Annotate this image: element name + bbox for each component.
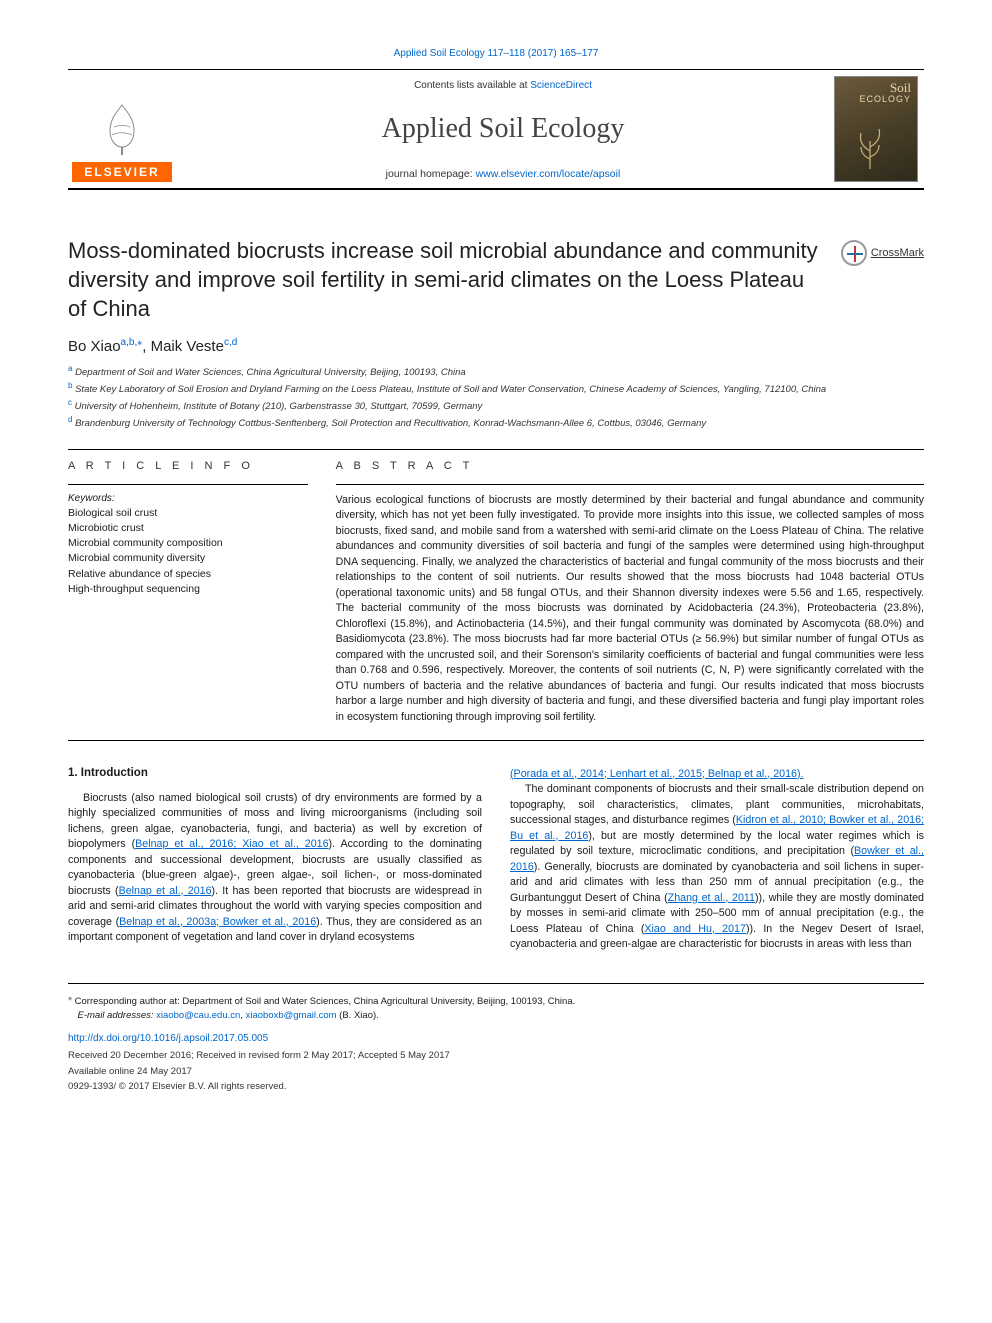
rule bbox=[68, 484, 308, 485]
abstract-heading: A B S T R A C T bbox=[336, 460, 924, 472]
abstract-text: Various ecological functions of biocrust… bbox=[336, 493, 924, 726]
affiliation-row: d Brandenburg University of Technology C… bbox=[68, 414, 924, 431]
affiliations: a Department of Soil and Water Sciences,… bbox=[68, 363, 924, 431]
body-col-right: (Porada et al., 2014; Lenhart et al., 20… bbox=[510, 767, 924, 953]
contents-prefix: Contents lists available at bbox=[414, 80, 530, 91]
body-col-left: 1. Introduction Biocrusts (also named bi… bbox=[68, 767, 482, 953]
keyword-item: High-throughput sequencing bbox=[68, 582, 308, 597]
corresponding-author-note: ⁎ Corresponding author at: Department of… bbox=[68, 992, 924, 1009]
author-sep: , bbox=[142, 338, 150, 355]
citation-link[interactable]: Applied Soil Ecology 117–118 (2017) 165–… bbox=[394, 48, 599, 59]
cover-word-ecology: ECOLOGY bbox=[859, 95, 911, 105]
citation-link[interactable]: Belnap et al., 2016; Xiao et al., 2016 bbox=[135, 838, 328, 850]
crossmark-label: CrossMark bbox=[871, 247, 924, 259]
masthead-center: Contents lists available at ScienceDirec… bbox=[178, 70, 828, 188]
abstract-col: A B S T R A C T Various ecological funct… bbox=[336, 460, 924, 726]
email-link[interactable]: xiaoboxb@gmail.com bbox=[246, 1010, 337, 1021]
contents-list-line: Contents lists available at ScienceDirec… bbox=[186, 80, 820, 91]
affiliation-row: b State Key Laboratory of Soil Erosion a… bbox=[68, 380, 924, 397]
author-2-name: Maik Veste bbox=[151, 338, 224, 355]
journal-cover-block: Soil ECOLOGY bbox=[828, 70, 924, 188]
doi-link[interactable]: http://dx.doi.org/10.1016/j.apsoil.2017.… bbox=[68, 1033, 268, 1044]
keyword-item: Biological soil crust bbox=[68, 506, 308, 521]
copyright-line: 0929-1393/ © 2017 Elsevier B.V. All righ… bbox=[68, 1080, 924, 1094]
citation-link[interactable]: Belnap et al., 2003a; Bowker et al., 201… bbox=[119, 916, 316, 928]
article-history: Received 20 December 2016; Received in r… bbox=[68, 1049, 924, 1063]
email-label: E-mail addresses: bbox=[78, 1010, 157, 1021]
body-paragraph: (Porada et al., 2014; Lenhart et al., 20… bbox=[510, 767, 924, 783]
article-title-block: Moss-dominated biocrusts increase soil m… bbox=[68, 236, 823, 323]
author-list: Bo Xiaoa,b,⁎, Maik Vestec,d bbox=[68, 337, 924, 355]
email-tail: (B. Xiao). bbox=[337, 1010, 379, 1021]
citation-link[interactable]: Xiao and Hu, 2017 bbox=[644, 923, 746, 935]
article-info-col: A R T I C L E I N F O Keywords: Biologic… bbox=[68, 460, 308, 726]
affiliation-row: c University of Hohenheim, Institute of … bbox=[68, 397, 924, 414]
keywords-label: Keywords: bbox=[68, 493, 308, 504]
author-2-affil-sup[interactable]: c,d bbox=[224, 337, 237, 348]
sciencedirect-link[interactable]: ScienceDirect bbox=[530, 80, 592, 91]
homepage-prefix: journal homepage: bbox=[386, 168, 476, 180]
keyword-item: Microbial community diversity bbox=[68, 551, 308, 566]
keyword-item: Relative abundance of species bbox=[68, 567, 308, 582]
crossmark-badge[interactable]: CrossMark bbox=[841, 240, 924, 266]
rule bbox=[68, 740, 924, 741]
body-paragraph: The dominant components of biocrusts and… bbox=[510, 782, 924, 953]
intro-paragraph: Biocrusts (also named biological soil cr… bbox=[68, 791, 482, 946]
cover-plant-icon bbox=[845, 121, 895, 171]
publisher-block: ELSEVIER bbox=[68, 70, 178, 188]
citation-link[interactable]: Zhang et al., 2011 bbox=[668, 892, 755, 904]
footnotes: ⁎ Corresponding author at: Department of… bbox=[68, 983, 924, 1094]
homepage-line: journal homepage: www.elsevier.com/locat… bbox=[186, 168, 820, 180]
rule bbox=[336, 484, 924, 485]
body-columns: 1. Introduction Biocrusts (also named bi… bbox=[68, 767, 924, 953]
intro-heading: 1. Introduction bbox=[68, 767, 482, 779]
email-link[interactable]: xiaobo@cau.edu.cn bbox=[156, 1010, 240, 1021]
cover-word-soil: Soil bbox=[859, 81, 911, 95]
running-head-citation: Applied Soil Ecology 117–118 (2017) 165–… bbox=[68, 48, 924, 59]
keyword-item: Microbial community composition bbox=[68, 536, 308, 551]
citation-link[interactable]: (Porada et al., 2014; Lenhart et al., 20… bbox=[510, 768, 804, 780]
masthead: ELSEVIER Contents lists available at Sci… bbox=[68, 69, 924, 190]
keywords-list: Biological soil crust Microbiotic crust … bbox=[68, 506, 308, 597]
affil-label: c bbox=[68, 398, 72, 407]
affil-label: a bbox=[68, 364, 72, 373]
page-root: Applied Soil Ecology 117–118 (2017) 165–… bbox=[0, 0, 992, 1134]
elsevier-wordmark: ELSEVIER bbox=[72, 162, 172, 182]
article-title: Moss-dominated biocrusts increase soil m… bbox=[68, 236, 823, 323]
affil-text: Brandenburg University of Technology Cot… bbox=[75, 418, 706, 429]
affil-label: d bbox=[68, 415, 72, 424]
rule bbox=[68, 449, 924, 450]
journal-cover-thumb: Soil ECOLOGY bbox=[834, 76, 918, 182]
journal-homepage-link[interactable]: www.elsevier.com/locate/apsoil bbox=[476, 168, 621, 180]
affil-text: Department of Soil and Water Sciences, C… bbox=[75, 367, 466, 378]
email-line: E-mail addresses: xiaobo@cau.edu.cn, xia… bbox=[68, 1009, 924, 1023]
article-head: Moss-dominated biocrusts increase soil m… bbox=[68, 236, 924, 323]
journal-name: Applied Soil Ecology bbox=[186, 113, 820, 145]
crossmark-icon bbox=[841, 240, 867, 266]
citation-link[interactable]: Belnap et al., 2016 bbox=[119, 885, 212, 897]
corr-text: Corresponding author at: Department of S… bbox=[72, 996, 575, 1007]
info-and-abstract: A R T I C L E I N F O Keywords: Biologic… bbox=[68, 460, 924, 726]
affil-text: State Key Laboratory of Soil Erosion and… bbox=[75, 384, 826, 395]
author-1-affil-sup[interactable]: a,b, bbox=[121, 337, 138, 348]
article-info-heading: A R T I C L E I N F O bbox=[68, 460, 308, 472]
doi-line: http://dx.doi.org/10.1016/j.apsoil.2017.… bbox=[68, 1032, 924, 1047]
affil-text: University of Hohenheim, Institute of Bo… bbox=[75, 401, 483, 412]
elsevier-tree-icon bbox=[72, 92, 172, 162]
keyword-item: Microbiotic crust bbox=[68, 521, 308, 536]
author-1-name: Bo Xiao bbox=[68, 338, 121, 355]
affiliation-row: a Department of Soil and Water Sciences,… bbox=[68, 363, 924, 380]
affil-label: b bbox=[68, 381, 72, 390]
available-online: Available online 24 May 2017 bbox=[68, 1065, 924, 1079]
